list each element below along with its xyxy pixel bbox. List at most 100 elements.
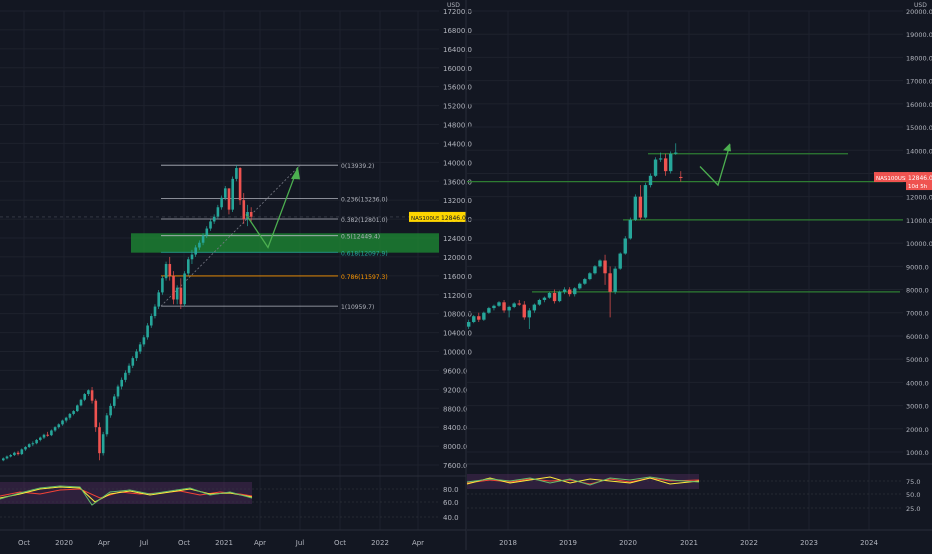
candle[interactable] [138, 344, 142, 352]
candle[interactable] [87, 390, 90, 395]
candle[interactable] [578, 283, 582, 289]
candle[interactable] [220, 197, 223, 208]
candle[interactable] [492, 305, 496, 309]
candle[interactable] [608, 273, 612, 292]
candle[interactable] [547, 293, 552, 298]
candle[interactable] [146, 325, 149, 338]
candle[interactable] [653, 159, 658, 176]
candle[interactable] [249, 211, 253, 217]
candle[interactable] [76, 405, 79, 412]
candle[interactable] [35, 439, 38, 444]
candle[interactable] [16, 452, 20, 455]
candle[interactable] [105, 415, 109, 435]
candle[interactable] [512, 303, 516, 307]
candle[interactable] [157, 292, 160, 307]
candle[interactable] [124, 372, 127, 380]
candle[interactable] [116, 386, 120, 397]
candle[interactable] [598, 260, 602, 267]
left-panel[interactable]: 17200.0 16800.0 16400.0 16000.0 15600.0 15200… [0, 0, 472, 550]
candle[interactable] [663, 158, 668, 172]
candle[interactable] [64, 417, 68, 421]
candle[interactable] [472, 316, 476, 323]
candle[interactable] [507, 306, 511, 311]
candle[interactable] [5, 456, 9, 459]
candle[interactable] [216, 207, 220, 217]
candle[interactable] [142, 337, 146, 345]
candle[interactable] [537, 299, 542, 305]
candle[interactable] [573, 288, 577, 295]
candle[interactable] [643, 185, 648, 218]
candle[interactable] [209, 221, 212, 229]
candle[interactable] [179, 287, 183, 305]
candle[interactable] [658, 158, 663, 160]
candle[interactable] [227, 188, 231, 210]
candle[interactable] [68, 413, 72, 418]
candle[interactable] [153, 306, 157, 317]
candle[interactable] [583, 279, 587, 284]
candle[interactable] [50, 430, 53, 436]
candle[interactable] [502, 302, 506, 311]
candle[interactable] [127, 365, 131, 373]
candle[interactable] [628, 219, 632, 239]
candle[interactable] [57, 424, 61, 428]
candle[interactable] [42, 434, 46, 438]
candle[interactable] [183, 273, 186, 305]
candle[interactable] [164, 264, 168, 279]
candle[interactable] [31, 443, 35, 445]
candle[interactable] [46, 434, 49, 436]
candle[interactable] [168, 264, 172, 276]
right-panel[interactable]: 20000.0 19000.0 18000.0 17000.0 16000.0 15000… [466, 2, 932, 547]
candle[interactable] [633, 196, 638, 220]
candle[interactable] [198, 242, 201, 248]
candle[interactable] [109, 405, 112, 416]
candle[interactable] [588, 273, 592, 280]
candle[interactable] [522, 304, 526, 318]
candle[interactable] [150, 316, 153, 326]
candle[interactable] [90, 390, 94, 401]
candle[interactable] [212, 216, 216, 222]
candle[interactable] [235, 168, 238, 179]
candle[interactable] [79, 399, 83, 406]
candle[interactable] [187, 259, 190, 274]
candle[interactable] [532, 304, 537, 311]
candle[interactable] [669, 153, 673, 172]
candle[interactable] [72, 411, 75, 414]
candle[interactable] [497, 302, 501, 306]
candle[interactable] [477, 316, 481, 320]
candle[interactable] [175, 287, 179, 300]
candle[interactable] [20, 449, 24, 455]
candle[interactable] [517, 303, 521, 305]
candle[interactable] [98, 427, 101, 454]
candle[interactable] [482, 312, 486, 320]
candle[interactable] [648, 175, 653, 186]
candle[interactable] [120, 379, 123, 387]
candle[interactable] [135, 351, 138, 359]
candle[interactable] [238, 168, 242, 201]
candle[interactable] [205, 228, 209, 236]
candle[interactable] [194, 247, 197, 255]
candle[interactable] [679, 176, 683, 178]
candle[interactable] [2, 458, 5, 461]
candle[interactable] [190, 254, 194, 260]
candle[interactable] [53, 427, 57, 431]
candle[interactable] [13, 452, 16, 456]
candle[interactable] [552, 293, 557, 302]
candle[interactable] [231, 178, 234, 210]
candle[interactable] [242, 200, 246, 220]
candle[interactable] [131, 358, 135, 366]
candle[interactable] [593, 266, 597, 274]
candle[interactable] [603, 260, 607, 274]
candle[interactable] [201, 235, 205, 243]
candle[interactable] [83, 394, 86, 400]
candle[interactable] [542, 297, 547, 300]
candle[interactable] [527, 310, 531, 318]
candle[interactable] [623, 238, 627, 254]
candle[interactable] [9, 455, 12, 457]
candle[interactable] [568, 289, 572, 295]
candle[interactable] [487, 308, 491, 313]
candle[interactable] [172, 275, 175, 300]
candle[interactable] [113, 396, 116, 406]
candle[interactable] [613, 268, 617, 292]
candle[interactable] [224, 188, 227, 198]
candle[interactable] [638, 196, 643, 218]
